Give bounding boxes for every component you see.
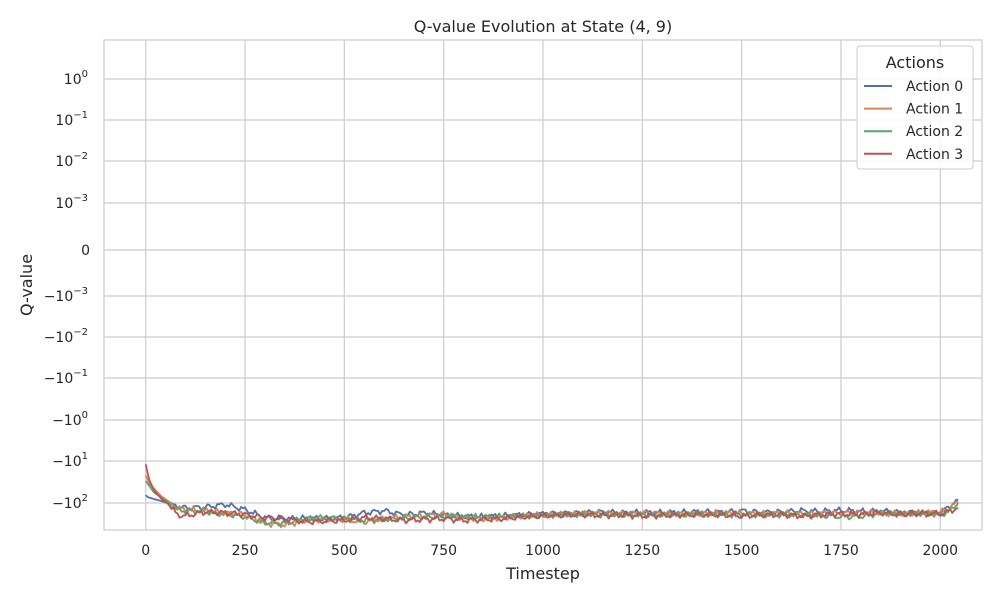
- chart-title: Q-value Evolution at State (4, 9): [414, 17, 672, 36]
- x-tick-label: 1000: [525, 543, 561, 559]
- x-tick-label: 1750: [823, 543, 859, 559]
- legend-label: Action 2: [906, 124, 963, 140]
- y-tick-label: 100: [64, 69, 88, 88]
- x-tick-label: 2000: [922, 543, 958, 559]
- series-line-action-1: [144, 475, 959, 529]
- y-tick-label: −10−2: [44, 327, 88, 346]
- x-tick-label: 1500: [724, 543, 760, 559]
- plot-frame: [103, 39, 983, 531]
- y-tick-label: 10−1: [55, 110, 88, 129]
- legend-title: Actions: [886, 53, 944, 72]
- x-tick-label: 250: [232, 543, 259, 559]
- y-tick-label: −100: [52, 410, 88, 429]
- x-tick-label: 0: [141, 543, 150, 559]
- legend-box: [856, 45, 974, 170]
- x-tick-labels: 0 250 500 750 1000 1250 1500 1750 2000: [141, 543, 958, 559]
- x-tick-label: 1250: [625, 543, 661, 559]
- legend-items: Action 0 Action 1 Action 2 Action 3: [864, 79, 963, 163]
- legend: Actions Action 0 Action 1 Action 2 Action 3: [856, 45, 974, 170]
- y-tick-label: −10−3: [44, 286, 88, 305]
- y-tick-label: 10−2: [55, 151, 88, 170]
- y-tick-label: −102: [52, 493, 88, 512]
- series-line-action-3: [144, 464, 959, 526]
- series-layer: [144, 464, 959, 529]
- y-tick-label: −10−1: [44, 368, 88, 387]
- legend-label: Action 0: [906, 79, 963, 95]
- x-tick-label: 750: [430, 543, 457, 559]
- legend-label: Action 3: [906, 147, 963, 163]
- x-axis-label: Timestep: [505, 564, 580, 583]
- y-tick-label: 0: [81, 243, 90, 259]
- y-axis-label: Q-value: [17, 254, 36, 316]
- x-tick-label: 500: [331, 543, 358, 559]
- y-tick-label: −101: [52, 451, 88, 470]
- y-tick-labels: 100 10−1 10−2 10−3 0 −10−3 −10−2 −10−1 −100 −101 −…: [44, 69, 90, 512]
- legend-label: Action 1: [906, 102, 963, 118]
- y-tick-label: 10−3: [55, 193, 88, 212]
